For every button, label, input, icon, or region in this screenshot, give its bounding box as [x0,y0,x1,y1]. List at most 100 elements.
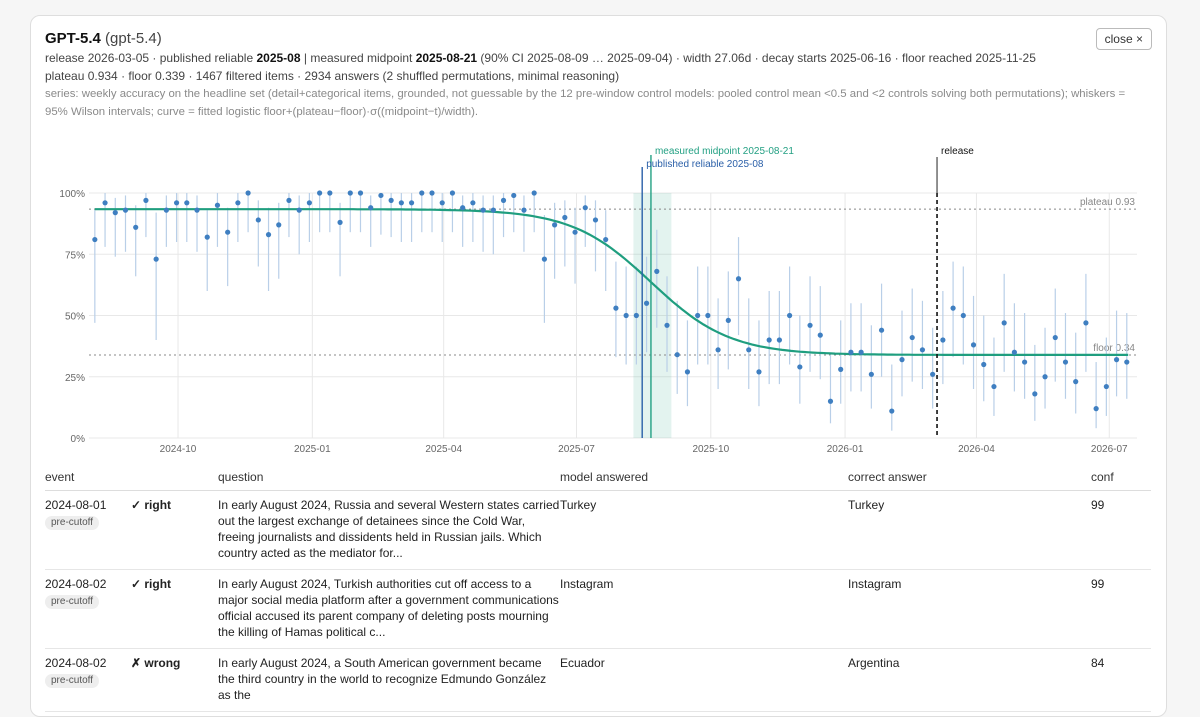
midpoint-value: 2025-08-21 [415,51,478,65]
question-text: In early August 2024, Turkish authoritie… [218,569,560,649]
weekly-accuracy-point [807,322,813,328]
weekly-accuracy-point [112,210,118,216]
events-table: event question model answered correct an… [45,462,1151,712]
weekly-accuracy-point [500,197,507,203]
weekly-accuracy-point [470,200,476,206]
weekly-accuracy-point [613,305,619,311]
y-tick-label: 0% [71,434,86,445]
x-tick-label: 2026-01 [827,444,864,455]
weekly-accuracy-point [378,192,384,199]
weekly-accuracy-point [204,234,210,240]
weekly-accuracy-point [582,205,588,211]
weekly-accuracy-point [255,217,261,223]
result-badge: ✗ wrong [131,648,218,712]
table-row[interactable]: 2024-08-02 pre-cutoff ✓ right In early Au… [45,569,1151,649]
weekly-accuracy-point [143,197,149,203]
weekly-accuracy-point [521,207,527,213]
weekly-accuracy-point [163,207,169,213]
release-label: release [941,146,974,157]
weekly-accuracy-point [1011,349,1017,355]
weekly-accuracy-point [674,352,680,358]
weekly-accuracy-point [347,190,353,196]
weekly-accuracy-point [276,222,282,228]
col-result [131,462,218,491]
x-tick-label: 2025-07 [558,444,595,455]
question-text: In early August 2024, a South American g… [218,648,560,712]
weekly-accuracy-point [368,205,374,211]
weekly-accuracy-point [817,332,823,338]
weekly-accuracy-point [930,371,936,377]
weekly-accuracy-point [214,202,221,208]
weekly-accuracy-point [572,229,578,235]
weekly-accuracy-point [766,337,772,343]
weekly-accuracy-point [1032,391,1038,397]
model-answer: Instagram [560,569,848,649]
plateau-label: plateau 0.93 [1080,197,1135,208]
x-tick-label: 2026-07 [1091,444,1128,455]
weekly-accuracy-point [133,224,139,230]
published-reliable-value: 2025-08 [256,51,301,65]
weekly-accuracy-point [1042,374,1048,380]
weekly-accuracy-point [654,268,660,274]
model-name: GPT-5.4 [45,30,101,47]
weekly-accuracy-point [460,205,466,211]
correct-answer: Instagram [848,569,1091,649]
weekly-accuracy-point [398,200,404,206]
weekly-accuracy-point [562,214,568,221]
table-row[interactable]: 2024-08-02 pre-cutoff ✗ wrong In early Au… [45,648,1151,712]
weekly-accuracy-point [173,200,180,206]
weekly-accuracy-point [940,337,946,343]
weekly-accuracy-point [756,369,762,375]
weekly-accuracy-point [868,371,874,377]
weekly-accuracy-point [827,398,834,404]
y-tick-label: 25% [65,373,85,384]
correct-answer: Argentina [848,648,1091,712]
fitted-logistic-curve [94,208,1129,356]
weekly-accuracy-point [235,200,241,206]
midpoint-ci-band [633,193,672,438]
weekly-accuracy-point [603,236,609,243]
close-button[interactable]: close × [1095,28,1152,50]
weekly-accuracy-point [623,312,629,319]
weekly-accuracy-point [449,190,456,196]
weekly-accuracy-point [531,190,537,196]
col-question: question [218,462,560,491]
model-detail-card: GPT-5.4 (gpt-5.4) release 2026-03-05 · p… [30,15,1167,717]
weekly-accuracy-point [899,357,905,363]
fit-details: (90% CI 2025-08-09 … 2025-09-04) · width… [477,51,1036,65]
weekly-accuracy-point [327,190,333,196]
correct-answer: Turkey [848,490,1091,570]
floor-label: floor 0.34 [1093,343,1135,354]
meta-line-2: plateau 0.934 · floor 0.339 · 1467 filte… [45,69,620,83]
table-row[interactable]: 2024-08-01 pre-cutoff ✓ right In early Au… [45,490,1151,570]
weekly-accuracy-point [592,217,599,223]
weekly-accuracy-point [153,256,159,262]
weekly-accuracy-point [960,312,966,319]
weekly-accuracy-point [1062,359,1069,365]
weekly-accuracy-point [1052,334,1058,341]
weekly-accuracy-point [1113,357,1120,363]
accuracy-chart: 0% 25% 50% 75% 100% 2024-10 2025-01 2025-04 2025… [59,146,1137,455]
result-badge: ✓ right [131,490,218,570]
col-conf: conf [1091,462,1151,491]
weekly-accuracy-point [705,312,711,319]
col-event: event [45,462,131,491]
weekly-accuracy-point [950,305,956,311]
weekly-accuracy-point [838,366,844,372]
confidence: 84 [1091,648,1151,712]
weekly-accuracy-point [1124,359,1130,365]
series-note: series: weekly accuracy on the headline … [45,88,1126,118]
weekly-accuracy-point [265,232,272,238]
table-header-row: event question model answered correct an… [45,462,1151,491]
weekly-accuracy-point [552,222,558,228]
x-tick-label: 2025-04 [425,444,462,455]
model-title: GPT-5.4 (gpt-5.4) [45,29,1145,49]
weekly-accuracy-point [858,349,864,355]
weekly-accuracy-point [1073,379,1079,385]
weekly-accuracy-point [439,200,445,206]
col-correct-answer: correct answer [848,462,1091,491]
weekly-accuracy-point [715,347,721,353]
weekly-accuracy-point [878,327,885,333]
weekly-accuracy-point [633,312,639,319]
y-tick-label: 100% [59,189,85,200]
